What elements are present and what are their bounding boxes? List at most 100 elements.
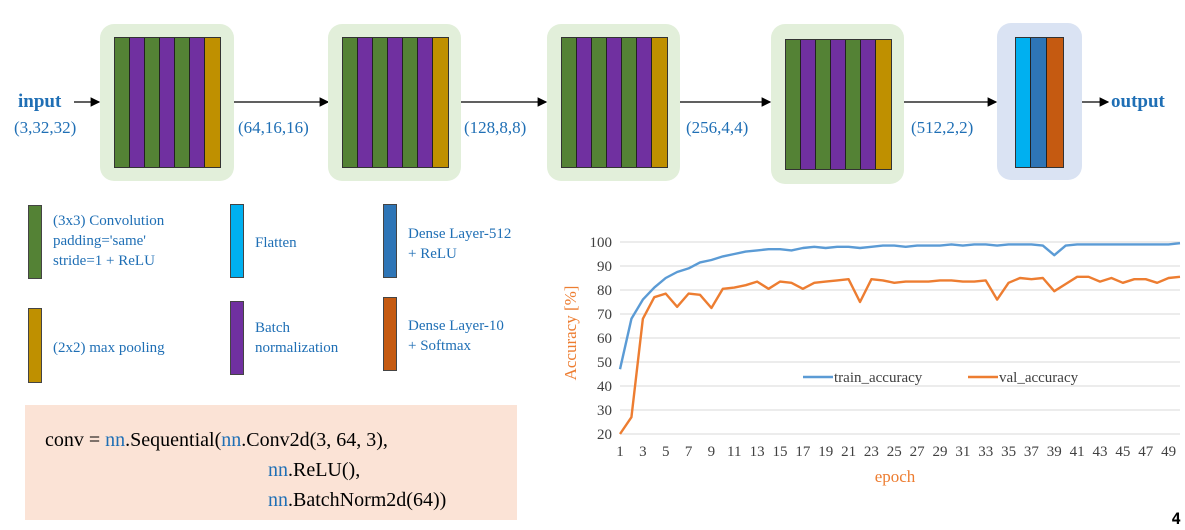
chart-grid: [620, 241, 1180, 435]
layer-stack-4: [785, 39, 892, 170]
x-tick-label: 45: [1115, 444, 1130, 460]
conv-layer: [115, 38, 130, 167]
code-nn-keyword: nn: [221, 429, 242, 451]
x-tick-label: 19: [818, 444, 833, 460]
y-tick-label: 50: [597, 355, 612, 371]
code-text: conv =: [45, 429, 106, 451]
x-tick-label: 33: [978, 444, 993, 460]
code-nn-keyword: nn: [268, 489, 288, 511]
series-line-train_accuracy: [618, 242, 1181, 370]
conv-layer: [145, 38, 160, 167]
legend-swatch-conv: [28, 205, 42, 279]
x-axis-label: epoch: [875, 467, 916, 486]
y-tick-label: 90: [597, 259, 612, 275]
x-tick-label: 13: [750, 444, 765, 460]
batchnorm-layer: [831, 40, 846, 169]
chart-legend: train_accuracy val_accuracy: [803, 370, 1079, 386]
series-lines: [618, 242, 1181, 435]
layer-stack-2: [342, 37, 449, 168]
y-axis-label: Accuracy [%]: [561, 286, 580, 381]
x-tick-label: 1: [616, 444, 624, 460]
conv-layer: [816, 40, 831, 169]
code-text: .ReLU(),: [288, 459, 361, 481]
legend-label-train_accuracy: train_accuracy: [834, 370, 923, 386]
conv-layer: [175, 38, 190, 167]
legend-swatch-pool: [28, 308, 42, 383]
y-tick-label: 30: [597, 403, 612, 419]
legend-text-flatten: Flatten: [255, 235, 297, 251]
flatten-layer: [1016, 38, 1032, 167]
legend-swatch-flatten: [230, 204, 244, 278]
x-tick-label: 9: [708, 444, 716, 460]
y-tick-label: 70: [597, 307, 612, 323]
maxpool-layer: [876, 40, 891, 169]
legend-label-val_accuracy: val_accuracy: [999, 370, 1079, 386]
x-tick-label: 31: [955, 444, 970, 460]
shape-label-block1: (64,16,16): [238, 118, 309, 137]
code-text: .Sequential(: [125, 429, 222, 451]
code-text: .Conv2d(3, 64, 3),: [241, 429, 388, 451]
y-tick-labels: 20 30 40 50 60 70 80 90 100: [590, 235, 613, 443]
y-tick-label: 80: [597, 283, 612, 299]
conv-block-3: [547, 24, 680, 181]
y-tick-label: 20: [597, 427, 612, 443]
x-tick-label: 49: [1161, 444, 1176, 460]
y-tick-label: 100: [590, 235, 613, 251]
code-text: .BatchNorm2d(64)): [288, 489, 447, 511]
code-line-1: conv = nn.Sequential(nn.Conv2d(3, 64, 3)…: [45, 429, 388, 452]
dense-block: [997, 23, 1082, 180]
x-tick-labels: 1 3 5 7 9 11 13 15 17 19 21 23 25 27 29 31 33 35 37 39 41 43 4…: [616, 444, 1176, 460]
maxpool-layer: [652, 38, 667, 167]
conv-layer: [343, 38, 358, 167]
shape-label-input: (3,32,32): [14, 118, 77, 137]
x-tick-label: 3: [639, 444, 647, 460]
shape-label-block3: (256,4,4): [686, 118, 749, 137]
legend-swatch-dense512: [383, 204, 397, 278]
maxpool-layer: [433, 38, 448, 167]
x-tick-label: 37: [1024, 444, 1040, 460]
code-nn-keyword: nn: [105, 429, 126, 451]
legend-text-pool: (2x2) max pooling: [53, 340, 165, 356]
conv-block-4: [771, 24, 904, 184]
batchnorm-layer: [637, 38, 652, 167]
x-tick-label: 47: [1138, 444, 1154, 460]
dense10-layer: [1046, 38, 1063, 167]
batchnorm-layer: [190, 38, 205, 167]
x-tick-label: 43: [1093, 444, 1108, 460]
legend-text-dense10: Dense Layer-10 + Softmax: [408, 318, 504, 354]
x-tick-label: 5: [662, 444, 670, 460]
batchnorm-layer: [130, 38, 145, 167]
series-line-val_accuracy: [619, 275, 1181, 435]
flow-arrows: [74, 97, 1110, 107]
input-label: input: [18, 91, 62, 112]
conv-layer: [373, 38, 388, 167]
layer-stack-1: [114, 37, 221, 168]
conv-layer: [786, 40, 801, 169]
x-tick-label: 41: [1070, 444, 1085, 460]
legend-text-conv: (3x3) Convolution padding='same' stride=…: [53, 213, 165, 269]
conv-layer: [846, 40, 861, 169]
conv-block-1: [100, 24, 234, 181]
x-tick-label: 25: [887, 444, 902, 460]
shape-label-block2: (128,8,8): [464, 118, 527, 137]
batchnorm-layer: [160, 38, 175, 167]
output-label: output: [1111, 91, 1165, 112]
x-tick-label: 15: [773, 444, 788, 460]
dense-layer-stack: [1015, 37, 1064, 168]
legend-text-dense512: Dense Layer-512 + ReLU: [408, 226, 512, 262]
batchnorm-layer: [358, 38, 373, 167]
batchnorm-layer: [861, 40, 876, 169]
conv-layer: [592, 38, 607, 167]
legend-swatch-batchnorm: [230, 301, 244, 375]
batchnorm-layer: [607, 38, 622, 167]
y-tick-label: 40: [597, 379, 612, 395]
code-nn-keyword: nn: [268, 459, 288, 481]
code-box: conv = nn.Sequential(nn.Conv2d(3, 64, 3)…: [25, 405, 517, 520]
x-tick-label: 35: [1001, 444, 1016, 460]
conv-layer: [403, 38, 418, 167]
batchnorm-layer: [418, 38, 433, 167]
conv-block-2: [328, 24, 461, 181]
y-tick-label: 60: [597, 331, 612, 347]
legend-swatch-dense10: [383, 297, 397, 371]
